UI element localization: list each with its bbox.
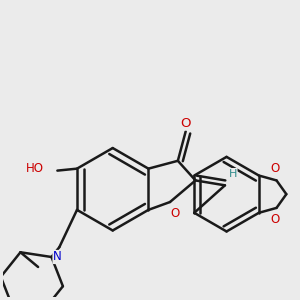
Text: H: H: [229, 169, 237, 178]
Text: O: O: [270, 162, 279, 175]
Text: O: O: [270, 213, 279, 226]
Text: N: N: [53, 250, 62, 263]
Text: O: O: [170, 207, 179, 220]
Text: HO: HO: [26, 162, 44, 175]
Text: O: O: [180, 117, 191, 130]
